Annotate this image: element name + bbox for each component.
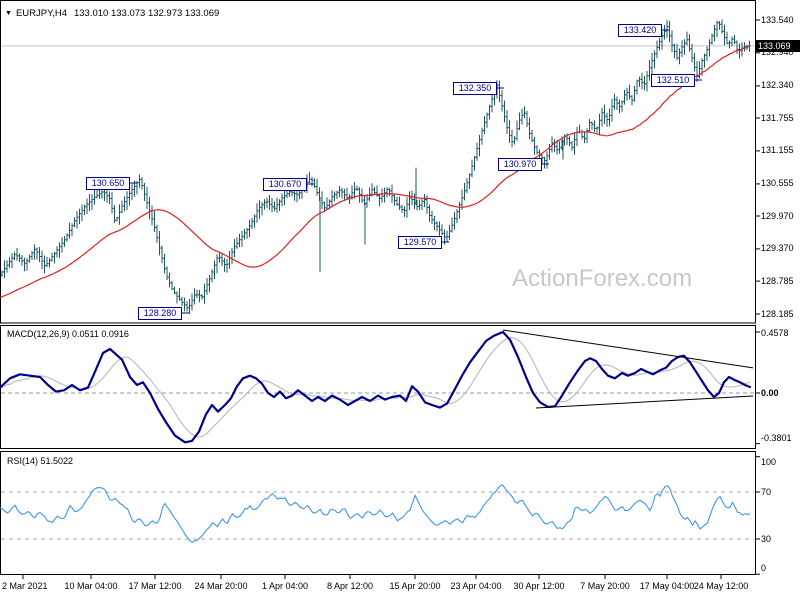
time-axis-label: 30 Apr 12:00: [513, 581, 565, 591]
symbol-dropdown-icon[interactable]: ▼: [5, 10, 12, 17]
time-axis-label: 1 Apr 04:00: [261, 581, 309, 591]
swing-price-label: 128.280: [138, 307, 182, 320]
current-price-box: 133.069: [756, 39, 800, 52]
ohlc-quote: 133.010 133.073 132.973 133.069: [73, 8, 220, 19]
rsi-axis-label: 70: [761, 487, 772, 497]
macd-signal-line: [0, 337, 751, 438]
time-axis-label: 17 May 04:00: [639, 581, 695, 591]
time-axis-label: 17 Mar 12:00: [128, 581, 182, 591]
macd-axis-label: 0.4578: [761, 328, 789, 338]
macd-axis-label: -0.3801: [761, 433, 792, 443]
rsi-indicator-label: RSI(14) 51.5022: [7, 456, 74, 466]
swing-price-label: 130.650: [86, 177, 130, 190]
rsi-axis-label: 100: [761, 457, 777, 467]
time-axis-label: 23 Apr 04:00: [450, 581, 502, 591]
swing-price-label: 132.510: [651, 74, 695, 87]
macd-trendline: [502, 329, 754, 369]
price-axis-label: 129.970: [761, 210, 794, 221]
time-axis-label: 7 May 20:00: [580, 581, 630, 591]
time-axis-label: 24 May 12:00: [693, 581, 749, 591]
rsi-line: [0, 484, 751, 543]
macd-main-line: [0, 330, 752, 444]
macd-indicator-label: MACD(12,26,9) 0.0511 0.0916: [7, 329, 129, 339]
price-axis-label: 128.785: [761, 275, 794, 286]
symbol-name: EURJPY,H4: [15, 8, 67, 19]
time-axis-label: 24 Mar 20:00: [194, 581, 248, 591]
price-axis-label: 130.555: [761, 178, 794, 189]
rsi-panel[interactable]: [0, 451, 756, 575]
swing-price-label: 129.570: [398, 236, 442, 249]
symbol-header: ▼ EURJPY,H4 133.010 133.073 132.973 133.06…: [5, 8, 219, 19]
swing-price-label: 132.350: [453, 82, 497, 95]
price-axis-label: 131.155: [761, 145, 794, 156]
rsi-axis-label: 30: [761, 534, 772, 544]
macd-panel[interactable]: [0, 325, 756, 449]
swing-price-label: 133.420: [618, 24, 662, 37]
price-axis-label: 131.755: [761, 112, 794, 123]
macd-trendline: [535, 395, 754, 409]
swing-price-label: 130.670: [263, 178, 307, 191]
moving-average-line: [0, 45, 751, 299]
price-panel[interactable]: [0, 0, 756, 324]
ohlc-bars: [0, 19, 751, 314]
price-axis-label: 132.940: [761, 47, 794, 58]
actionforex-watermark: ActionForex.com: [512, 265, 693, 292]
price-axis-label: 132.340: [761, 80, 794, 91]
price-axis-label: 133.540: [761, 14, 794, 25]
time-axis-label: 8 Apr 12:00: [326, 581, 374, 591]
price-axis-label: 128.185: [761, 308, 794, 319]
time-axis-label: 10 Mar 04:00: [64, 581, 118, 591]
time-axis-label: 2 Mar 2021: [2, 581, 48, 591]
swing-price-label: 130.970: [498, 158, 542, 171]
rsi-axis-label: 0: [761, 563, 767, 573]
time-axis-label: 15 Apr 20:00: [389, 581, 441, 591]
price-axis-label: 129.370: [761, 243, 794, 254]
macd-axis-label: 0.00: [761, 388, 779, 398]
